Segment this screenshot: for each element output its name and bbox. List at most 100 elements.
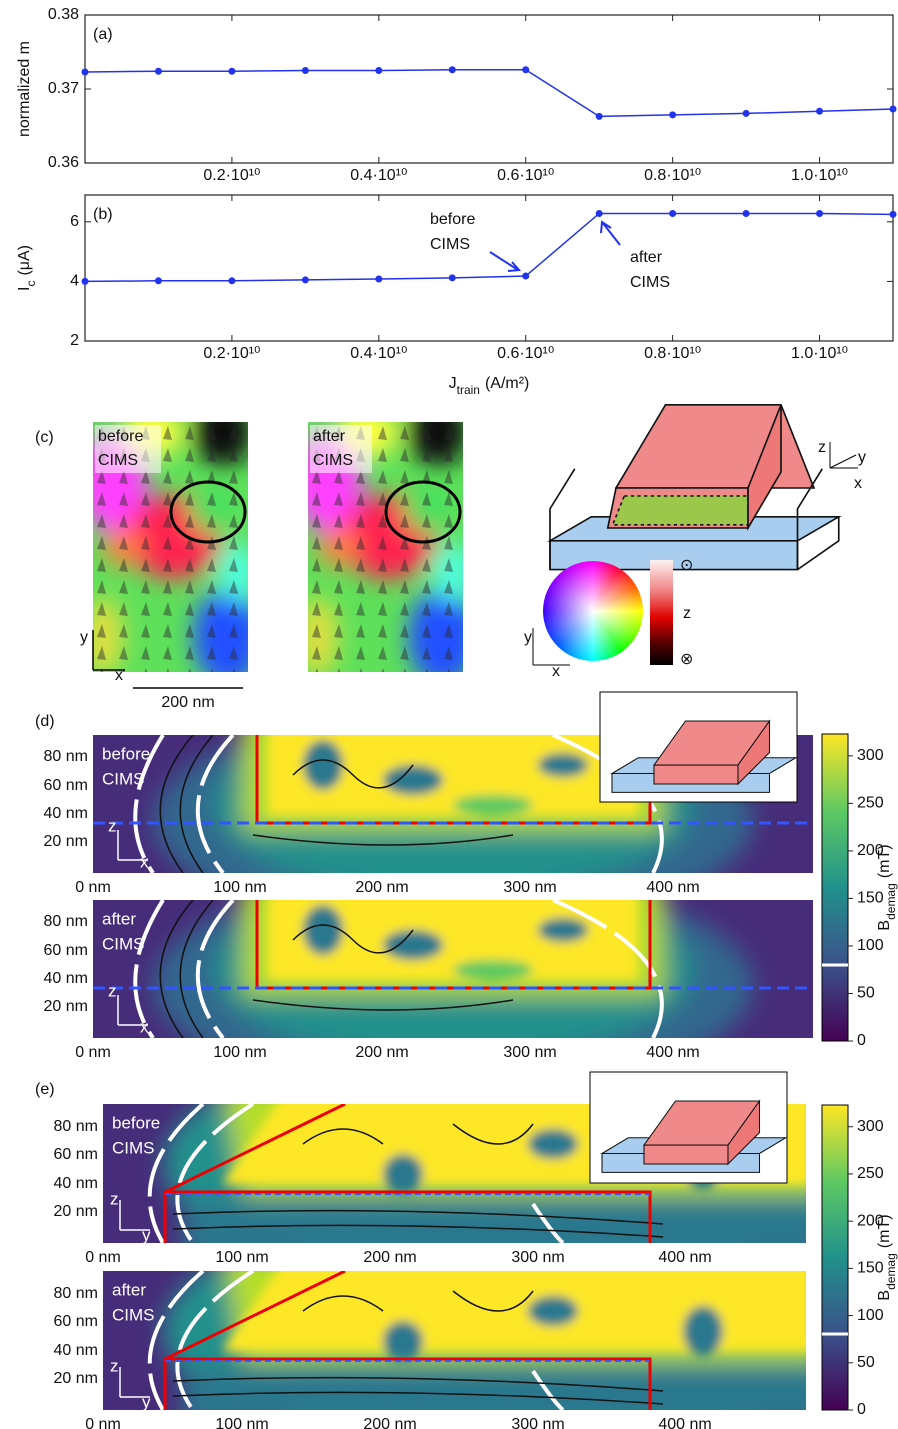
point xyxy=(596,113,603,120)
axis-label: Bdemag(mT) xyxy=(876,1214,898,1300)
point xyxy=(743,110,750,117)
point xyxy=(375,67,382,74)
colorbar-tick-label: 50 xyxy=(857,985,875,1002)
point xyxy=(669,111,676,118)
y-tick-label: 6 xyxy=(70,213,79,230)
x-tick-label: 200 nm xyxy=(355,1044,408,1061)
z-label: ⊗ xyxy=(680,651,693,668)
series-line xyxy=(85,213,893,281)
figure: 0.360.370.380.2·10¹⁰0.4·10¹⁰0.6·10¹⁰0.8·… xyxy=(0,0,898,1429)
point xyxy=(155,68,162,75)
point xyxy=(155,277,162,284)
x-tick-label: 400 nm xyxy=(658,1416,711,1429)
map-label: CIMS xyxy=(313,452,353,469)
x-tick-label: 300 nm xyxy=(511,1416,564,1429)
point xyxy=(522,273,529,280)
y-tick-label: 0.38 xyxy=(48,6,79,23)
map-label: CIMS xyxy=(112,1138,155,1157)
color-wheel xyxy=(543,561,643,661)
x-tick-label: 300 nm xyxy=(503,1044,556,1061)
y-tick-label: 20 nm xyxy=(54,1370,98,1387)
point xyxy=(890,105,897,112)
x-tick-label: 0.4·10¹⁰ xyxy=(350,345,407,362)
map-label: CIMS xyxy=(102,934,145,953)
axis-letter: y xyxy=(858,449,866,466)
point xyxy=(302,276,309,283)
axis-letter: x xyxy=(115,667,123,684)
x-tick-label: 100 nm xyxy=(215,1249,268,1266)
x-tick-label: 0 nm xyxy=(75,879,111,896)
label-sub: demag xyxy=(884,883,898,920)
page: {"chart_data":[ {"type":"line","panel_la… xyxy=(0,0,898,1429)
y-tick-label: 60 nm xyxy=(54,1146,98,1163)
y-tick-label: 60 nm xyxy=(44,942,88,959)
z-colorbar xyxy=(650,560,673,665)
label-sub: demag xyxy=(884,1253,898,1290)
y-tick-label: 20 nm xyxy=(44,833,88,850)
x-tick-label: 100 nm xyxy=(213,879,266,896)
point xyxy=(82,68,89,75)
y-tick-label: 80 nm xyxy=(44,748,88,765)
map-label: before xyxy=(112,1113,160,1132)
x-tick-label: 1.0·10¹⁰ xyxy=(791,167,848,184)
label-rest: (mT) xyxy=(876,844,893,878)
plot-frame xyxy=(85,15,893,163)
axis-letter: z xyxy=(108,816,117,835)
label-sub: train xyxy=(457,383,480,397)
x-tick-label: 300 nm xyxy=(503,879,556,896)
colorbar-tick-label: 150 xyxy=(857,890,884,907)
x-tick-label: 200 nm xyxy=(363,1416,416,1429)
x-tick-label: 400 nm xyxy=(646,879,699,896)
y-tick-label: 40 nm xyxy=(54,1175,98,1192)
map-label: before xyxy=(98,428,143,445)
point xyxy=(596,210,603,217)
x-tick-label: 0.4·10¹⁰ xyxy=(350,167,407,184)
colorbar-d xyxy=(822,734,848,1041)
colorbar-tick-label: 50 xyxy=(857,1354,875,1371)
axis-letter: z xyxy=(818,439,826,456)
colorbar-tick-label: 300 xyxy=(857,747,884,764)
x-tick-label: 0 nm xyxy=(85,1416,121,1429)
map-label: after xyxy=(102,909,136,928)
y-axis-label: normalized m xyxy=(16,41,33,137)
map-label: before xyxy=(102,744,150,763)
x-tick-label: 0.6·10¹⁰ xyxy=(497,345,554,362)
colorbar-tick-label: 100 xyxy=(857,1307,884,1324)
label-main: B xyxy=(876,920,893,931)
point xyxy=(669,210,676,217)
y-tick-label: 80 nm xyxy=(54,1285,98,1302)
point xyxy=(82,278,89,285)
y-tick-label: 60 nm xyxy=(44,777,88,794)
map-label: CIMS xyxy=(102,769,145,788)
annotation: before xyxy=(430,211,475,228)
y-tick-label: 40 nm xyxy=(54,1342,98,1359)
point xyxy=(375,276,382,283)
y-tick-label: 40 nm xyxy=(44,970,88,987)
colorbar-e xyxy=(822,1105,848,1410)
y-tick-label: 2 xyxy=(70,332,79,349)
y-tick-label: 0.36 xyxy=(48,154,79,171)
x-tick-label: 100 nm xyxy=(215,1416,268,1429)
z-label: z xyxy=(683,605,691,622)
sketch xyxy=(550,405,839,570)
x-tick-label: 100 nm xyxy=(213,1044,266,1061)
plot-frame xyxy=(85,195,893,341)
label-rest: (A/m²) xyxy=(485,375,529,392)
point xyxy=(522,66,529,73)
map-label: CIMS xyxy=(98,452,138,469)
x-tick-label: 400 nm xyxy=(646,1044,699,1061)
inset-d xyxy=(600,692,797,802)
colorbar-tick-label: 0 xyxy=(857,1401,866,1418)
label-sub: c xyxy=(24,281,38,287)
y-tick-label: 20 nm xyxy=(54,1203,98,1220)
point xyxy=(743,210,750,217)
axis-letter: y xyxy=(142,1392,151,1411)
y-tick-label: 0.37 xyxy=(48,80,79,97)
point xyxy=(302,67,309,74)
annotation: CIMS xyxy=(630,274,670,291)
label-rest: (mT) xyxy=(876,1214,893,1248)
point xyxy=(890,211,897,218)
annotation: CIMS xyxy=(430,236,470,253)
x-tick-label: 0.2·10¹⁰ xyxy=(203,345,260,362)
label-rest: (μA) xyxy=(16,245,33,276)
